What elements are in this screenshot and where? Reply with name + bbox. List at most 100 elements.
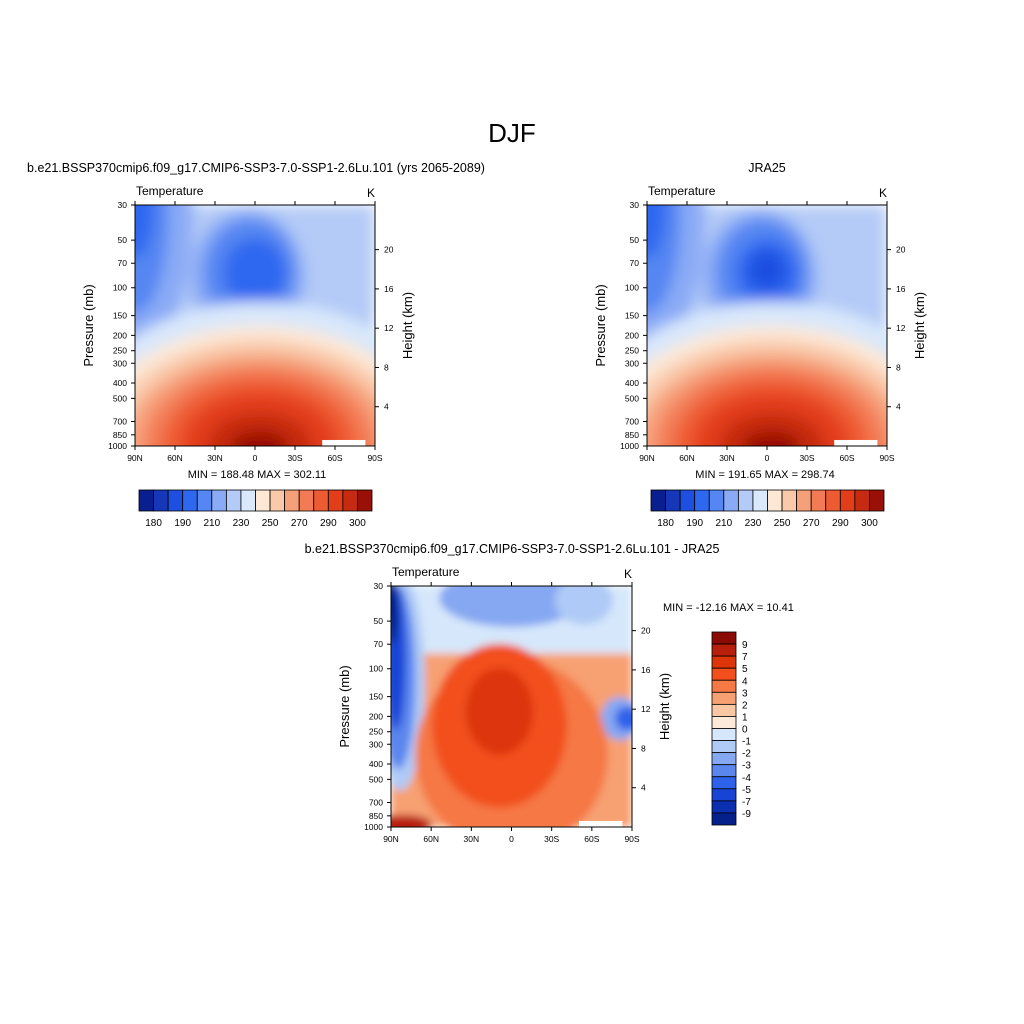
missing-data-area	[322, 439, 366, 446]
colorbar-swatch	[752, 489, 768, 512]
colorbar-label: 190	[174, 518, 191, 529]
y-tick-label: 700	[625, 416, 639, 426]
colorbar-label: -5	[742, 785, 751, 796]
y2-tick-label: 8	[384, 362, 389, 372]
y-tick-label: 300	[625, 358, 639, 368]
colorbar-swatch	[723, 489, 739, 512]
y-tick-label: 50	[118, 235, 128, 245]
y2-axis-label: Height (km)	[657, 673, 672, 740]
panel-label-left: Temperature	[648, 184, 716, 198]
y-tick-label: 500	[369, 774, 383, 784]
colorbar-swatch	[767, 489, 783, 512]
y-tick-label: 400	[625, 378, 639, 388]
y2-tick-label: 8	[896, 362, 901, 372]
y-tick-label: 50	[630, 235, 640, 245]
x-tick-label: 30N	[207, 453, 223, 463]
y-tick-label: 850	[625, 430, 639, 440]
y-tick-label: 850	[369, 811, 383, 821]
min-max-label: MIN = 188.48 MAX = 302.11	[188, 469, 327, 481]
colorbar-swatch	[825, 489, 841, 512]
y-tick-label: 1000	[364, 822, 383, 832]
colorbar-label: 7	[742, 652, 748, 663]
y-tick-label: 200	[113, 330, 127, 340]
y-tick-label: 1000	[620, 441, 639, 451]
colorbar-swatch	[138, 489, 154, 512]
panel-subtitle: b.e21.BSSP370cmip6.f09_g17.CMIP6-SSP3-7.…	[305, 542, 720, 556]
y-tick-label: 850	[113, 430, 127, 440]
y-tick-label: 30	[374, 581, 384, 591]
y2-tick-label: 12	[641, 704, 651, 714]
colorbar-swatch	[196, 489, 213, 512]
colorbar-label: -2	[742, 749, 751, 760]
colorbar-label: 270	[291, 518, 308, 529]
colorbar-swatch	[737, 489, 754, 512]
colorbar-swatch	[694, 489, 710, 512]
colorbar-swatch	[711, 788, 737, 802]
x-tick-label: 0	[509, 834, 514, 844]
contour-field-2	[647, 205, 887, 446]
colorbar-label: 180	[145, 518, 162, 529]
colorbar-swatch	[711, 764, 737, 778]
colorbar-swatch	[711, 643, 737, 657]
x-tick-label: 30N	[464, 834, 480, 844]
x-tick-label: 90S	[624, 834, 639, 844]
colorbar-label: -4	[742, 773, 751, 784]
min-max-label: MIN = 191.65 MAX = 298.74	[695, 469, 834, 481]
panel-label-left: Temperature	[136, 184, 204, 198]
y2-tick-label: 16	[896, 284, 906, 294]
x-tick-label: 60N	[167, 453, 183, 463]
colorbar-swatch	[357, 489, 373, 512]
colorbar-label: 210	[203, 518, 220, 529]
x-tick-label: 90S	[879, 453, 894, 463]
y-tick-label: 250	[113, 346, 127, 356]
y-axis-label: Pressure (mb)	[81, 284, 96, 366]
y-tick-label: 250	[625, 346, 639, 356]
y-tick-label: 500	[113, 393, 127, 403]
colorbar-2: 180 190 210 230 250 270 290 300	[650, 489, 885, 529]
colorbar-swatch	[711, 728, 737, 741]
colorbar-swatch	[153, 489, 169, 512]
x-tick-label: 90N	[383, 834, 399, 844]
colorbar-label: 300	[349, 518, 366, 529]
colorbar-label: 0	[742, 725, 748, 736]
y2-axis-label: Height (km)	[400, 292, 415, 359]
colorbar-swatch	[298, 489, 315, 512]
panel-subtitle: b.e21.BSSP370cmip6.f09_g17.CMIP6-SSP3-7.…	[27, 161, 485, 175]
colorbar-swatch	[665, 489, 681, 512]
colorbar-label: 250	[774, 518, 791, 529]
colorbar-swatch	[225, 489, 242, 512]
x-tick-label: 30S	[287, 453, 302, 463]
x-tick-label: 60N	[679, 453, 695, 463]
colorbar-swatch	[711, 679, 737, 693]
y2-tick-label: 16	[641, 665, 651, 675]
x-tick-label: 60S	[839, 453, 854, 463]
colorbar-label: 210	[715, 518, 732, 529]
y2-tick-label: 8	[641, 743, 646, 753]
y-tick-label: 1000	[108, 441, 127, 451]
colorbar-label: 4	[742, 676, 748, 687]
y-tick-label: 200	[369, 711, 383, 721]
colorbar-swatch	[711, 776, 737, 790]
y-tick-label: 150	[625, 311, 639, 321]
y-tick-label: 700	[369, 797, 383, 807]
colorbar-swatch	[711, 667, 737, 681]
panel-units-label: K	[624, 567, 632, 581]
colorbar-label: 250	[262, 518, 279, 529]
colorbar-swatch	[711, 752, 737, 766]
colorbar-label: -7	[742, 797, 751, 808]
colorbar-swatch	[167, 489, 184, 512]
y2-tick-label: 12	[384, 323, 394, 333]
colorbar-label: 290	[832, 518, 849, 529]
min-max-label: MIN = -12.16 MAX = 10.41	[663, 602, 794, 614]
y-tick-label: 400	[369, 759, 383, 769]
colorbar-label: 9	[742, 640, 748, 651]
colorbar-swatch	[313, 489, 329, 512]
y2-tick-label: 4	[641, 783, 646, 793]
colorbar-label: 300	[861, 518, 878, 529]
y-tick-label: 30	[118, 200, 128, 210]
y-tick-label: 30	[630, 200, 640, 210]
y-tick-label: 250	[369, 727, 383, 737]
colorbar-label: 190	[686, 518, 703, 529]
colorbar-1: 180 190 210 230 250 270 290 300	[138, 489, 373, 529]
